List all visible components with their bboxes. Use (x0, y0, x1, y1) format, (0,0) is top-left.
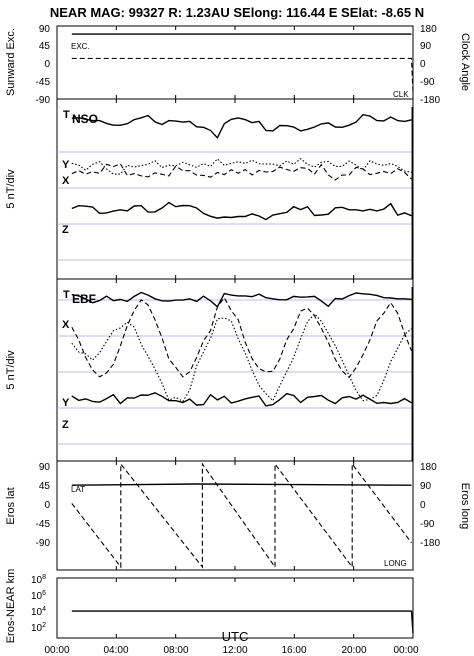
tick-right-3: 0 (420, 59, 426, 70)
mark-lat: LAT (71, 485, 85, 494)
mark-x-ebf: X (62, 319, 70, 331)
tick-left-5: -90 (36, 95, 51, 106)
panel-4-right-ticks: 180 90 0 -90 -180 (420, 462, 440, 549)
tick-right-2: 90 (420, 41, 432, 52)
x-tick-label: 20:00 (341, 645, 366, 656)
tick-base: 10 (31, 575, 43, 586)
x-tick-label: 00:00 (44, 645, 69, 656)
x-tick-label: 08:00 (163, 645, 188, 656)
mark-z-nso: Z (62, 224, 69, 236)
mark-y-ebf: Y (62, 397, 70, 409)
tick-exponent: 8 (42, 574, 46, 581)
tick-exponent: 2 (42, 622, 46, 629)
panel-5-traces (71, 610, 414, 634)
panel-3-gridlines (57, 299, 413, 445)
tick-right-3: 0 (420, 500, 426, 511)
tick-right-1: 180 (420, 462, 437, 473)
tick-log-2: 106 (31, 590, 46, 602)
tick-base: 10 (31, 591, 43, 602)
panel-5-left-label: Eros-NEAR km (5, 569, 17, 644)
mark-long: LONG (384, 559, 407, 568)
panel-1-traces (71, 33, 414, 93)
figure-title: NEAR MAG: 99327 R: 1.23AU SElong: 116.44… (50, 5, 424, 20)
tick-left-3: 0 (44, 500, 50, 511)
panel-5-left-ticks: 108 106 104 102 (31, 574, 46, 634)
tick-log-3: 104 (31, 606, 46, 618)
tick-left-5: -90 (36, 538, 51, 549)
tick-exponent: 6 (42, 590, 46, 597)
tick-right-4: -90 (420, 77, 435, 88)
tick-left-1: 90 (39, 462, 51, 473)
panel-3-traces (71, 287, 413, 461)
x-tick-label: 12:00 (222, 645, 247, 656)
long-series-line (71, 462, 412, 569)
tick-base: 10 (31, 623, 43, 634)
panel-3-left-label: 5 nT/div (5, 350, 17, 390)
tick-log-4: 102 (31, 622, 46, 634)
panel-1-right-label: Clock Angle (459, 33, 471, 91)
panel-4-left-label: Eros lat (5, 487, 17, 524)
t-series-line (71, 113, 412, 140)
x-series-line (71, 163, 412, 181)
tick-right-2: 90 (420, 481, 432, 492)
panel-2-traces (71, 107, 413, 279)
tick-base: 10 (31, 607, 43, 618)
x-tick-label: 04:00 (103, 645, 128, 656)
lat-series-line (71, 483, 412, 486)
panel-eros-lat-long: 90 45 0 -45 -90 180 90 0 -90 -180 Eros l… (5, 460, 471, 571)
mark-clk: CLK (393, 90, 409, 99)
mark-t-nso: T (63, 109, 70, 121)
tick-left-2: 45 (39, 41, 51, 52)
tick-left-1: 90 (39, 24, 51, 35)
mark-t-ebf: T (63, 289, 70, 301)
mark-y-nso: Y (62, 159, 70, 171)
tick-right-4: -90 (420, 519, 435, 530)
x-tick-label: 00:00 (393, 645, 418, 656)
x-tick-label: 16:00 (281, 645, 306, 656)
x-axis: 00:00 04:00 08:00 12:00 16:00 20:00 00:0… (44, 645, 418, 656)
tick-left-2: 45 (39, 481, 51, 492)
x-axis-title: UTC (222, 629, 249, 644)
panel-sunward-clock: 90 45 0 -45 -90 180 90 0 -90 -180 Sunwar… (5, 24, 471, 106)
y-series-line (71, 157, 412, 175)
tick-left-4: -45 (36, 519, 51, 530)
panel-2-gridlines (57, 151, 413, 261)
tick-log-1: 108 (31, 574, 46, 586)
z-series-line (71, 201, 412, 221)
panel-4-right-label: Eros long (459, 483, 471, 529)
panel-eros-near-distance: 108 106 104 102 Eros-NEAR km (5, 569, 414, 644)
t-series-line (71, 291, 412, 308)
y-series-line (71, 312, 412, 403)
panel-1-left-ticks: 90 45 0 -45 -90 (36, 24, 51, 106)
mark-z-ebf: Z (62, 419, 69, 431)
tick-right-5: -180 (420, 538, 440, 549)
panel-nso-field: 5 nT/div T NSO Y X Z (5, 98, 414, 280)
tick-right-1: 180 (420, 24, 437, 35)
tick-left-4: -45 (36, 77, 51, 88)
clk-series-line (71, 57, 414, 93)
tick-left-3: 0 (44, 59, 50, 70)
tick-exponent: 4 (42, 606, 46, 613)
z-series-line (71, 392, 412, 407)
mark-exc: EXC. (71, 42, 90, 51)
mark-x-nso: X (62, 175, 70, 187)
panel-4-traces (71, 462, 412, 569)
distance-series-line (71, 610, 414, 634)
panel-2-left-label: 5 nT/div (5, 169, 17, 209)
tick-right-5: -180 (420, 95, 440, 106)
panel-1-right-ticks: 180 90 0 -90 -180 (420, 24, 440, 106)
panel-1-left-label: Sunward Exc. (5, 28, 17, 96)
panel-4-left-ticks: 90 45 0 -45 -90 (36, 462, 51, 549)
